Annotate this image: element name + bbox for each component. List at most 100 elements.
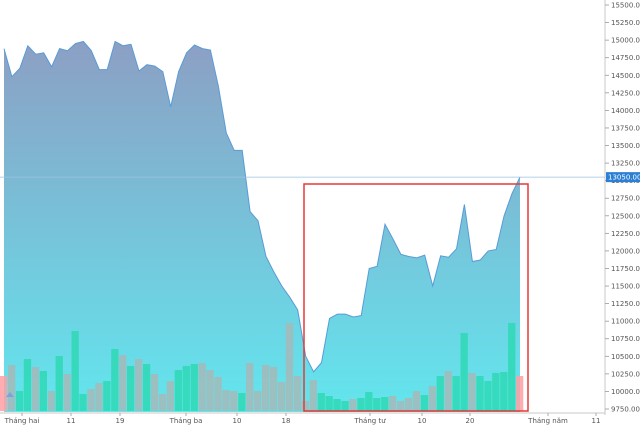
price-area-layer bbox=[4, 41, 520, 412]
y-tick-label: 12500.00 bbox=[611, 212, 640, 220]
volume-bar bbox=[404, 398, 413, 411]
marker-layer bbox=[6, 392, 14, 397]
volume-bar bbox=[15, 391, 24, 411]
highlight-box-layer bbox=[303, 183, 529, 412]
volume-bar bbox=[55, 356, 63, 411]
y-tick-label: 11500.00 bbox=[611, 283, 640, 291]
y-tick-label: 14500.00 bbox=[611, 72, 640, 80]
volume-bar bbox=[238, 393, 246, 411]
x-tick-label: Tháng ba bbox=[169, 417, 203, 425]
y-tick-label: 9750.00 bbox=[611, 406, 640, 414]
volume-bar bbox=[357, 398, 365, 411]
volume-bar bbox=[79, 394, 87, 411]
volume-bar bbox=[142, 364, 151, 411]
volume-bar bbox=[420, 395, 429, 411]
y-tick-label: 10500.00 bbox=[611, 353, 640, 361]
x-tick-label: 11 bbox=[592, 417, 601, 425]
x-tick-label: Tháng năm bbox=[527, 417, 568, 425]
volume-bar bbox=[309, 380, 317, 411]
x-tick-label: Tháng tư bbox=[353, 417, 386, 425]
volume-bar bbox=[190, 364, 198, 411]
volume-bar bbox=[135, 359, 143, 411]
y-tick-label: 13250.00 bbox=[611, 160, 640, 168]
y-tick-label: 10000.00 bbox=[611, 388, 640, 396]
price-line bbox=[3, 40, 521, 373]
volume-bar bbox=[158, 394, 167, 411]
volume-bar bbox=[285, 323, 294, 411]
highlight-box bbox=[303, 183, 529, 412]
volume-bar bbox=[31, 367, 40, 411]
volume-bar bbox=[182, 366, 190, 411]
current-price-tag-bg bbox=[606, 172, 640, 183]
volume-bar bbox=[492, 373, 500, 411]
price-area bbox=[4, 41, 520, 412]
x-tick-label: 19 bbox=[116, 417, 125, 425]
y-tick-label: 15000.00 bbox=[611, 37, 640, 45]
volume-bar bbox=[452, 376, 460, 411]
volume-bar bbox=[317, 393, 325, 411]
y-tick-label: 10750.00 bbox=[611, 335, 640, 343]
y-tick-label: 14000.00 bbox=[611, 107, 640, 115]
volume-bar bbox=[476, 376, 484, 411]
volume-bar bbox=[214, 377, 222, 411]
y-tick-label: 14250.00 bbox=[611, 89, 640, 97]
volume-bar bbox=[436, 376, 444, 411]
event-marker-icon[interactable] bbox=[6, 392, 14, 397]
volume-bar bbox=[103, 381, 111, 411]
y-tick-label: 13500.00 bbox=[611, 142, 640, 150]
volume-bar bbox=[254, 391, 262, 411]
y-tick-label: 12750.00 bbox=[611, 195, 640, 203]
volume-bar bbox=[301, 401, 309, 411]
volume-bar bbox=[150, 374, 159, 411]
volume-bar bbox=[111, 349, 119, 411]
volume-bar bbox=[8, 365, 16, 411]
volume-bar bbox=[341, 401, 349, 411]
x-tick-label: Tháng hai bbox=[4, 417, 40, 425]
x-axis[interactable]: Tháng hai 11 19 Tháng ba 10 18 Tháng tư 10 20 Thá… bbox=[0, 412, 605, 425]
x-tick-label: 10 bbox=[418, 417, 427, 425]
volume-bar bbox=[468, 373, 476, 411]
volume-bar bbox=[206, 370, 214, 411]
volume-bar bbox=[389, 396, 397, 411]
volume-bar bbox=[71, 331, 79, 411]
y-tick-label: 13750.00 bbox=[611, 124, 640, 132]
volume-bar bbox=[500, 372, 508, 411]
volume-bar bbox=[381, 397, 389, 411]
y-tick-label: 15500.00 bbox=[611, 2, 640, 10]
volume-bar bbox=[508, 323, 516, 411]
volume-bar bbox=[95, 383, 103, 411]
volume-bar bbox=[333, 399, 341, 411]
x-tick-label: 20 bbox=[466, 417, 475, 425]
volume-bar bbox=[269, 367, 278, 411]
volume-bar bbox=[428, 386, 436, 411]
volume-bar bbox=[293, 376, 302, 411]
price-line-layer bbox=[3, 40, 521, 373]
volume-bar bbox=[63, 374, 71, 411]
volume-bar bbox=[349, 399, 357, 411]
volume-bar bbox=[277, 382, 286, 411]
volume-bar bbox=[397, 401, 405, 411]
volume-bar bbox=[460, 333, 468, 411]
y-tick-label: 14750.00 bbox=[611, 54, 640, 62]
volume-bar bbox=[444, 371, 452, 411]
y-tick-label: 12250.00 bbox=[611, 230, 640, 238]
volume-bar bbox=[412, 391, 421, 411]
current-price-tag: 13050.00 bbox=[606, 172, 640, 183]
volume-bars-layer bbox=[0, 323, 524, 411]
volume-bar bbox=[166, 381, 174, 411]
volume-bar bbox=[119, 355, 127, 411]
volume-bar bbox=[222, 390, 230, 411]
y-tick-label: 11250.00 bbox=[611, 300, 640, 308]
x-tick-label: 18 bbox=[282, 417, 291, 425]
y-axis[interactable]: 9750.00 10000.00 10250.00 10500.00 10750.00 1… bbox=[604, 0, 640, 415]
volume-bar bbox=[516, 376, 524, 411]
y-tick-label: 11750.00 bbox=[611, 265, 640, 273]
volume-bar bbox=[0, 376, 8, 411]
volume-bar bbox=[365, 392, 373, 411]
current-price-label: 13050.00 bbox=[608, 174, 640, 182]
volume-bar bbox=[87, 389, 95, 411]
volume-bar bbox=[198, 363, 206, 411]
volume-bar bbox=[230, 391, 238, 411]
x-tick-label: 11 bbox=[67, 417, 76, 425]
